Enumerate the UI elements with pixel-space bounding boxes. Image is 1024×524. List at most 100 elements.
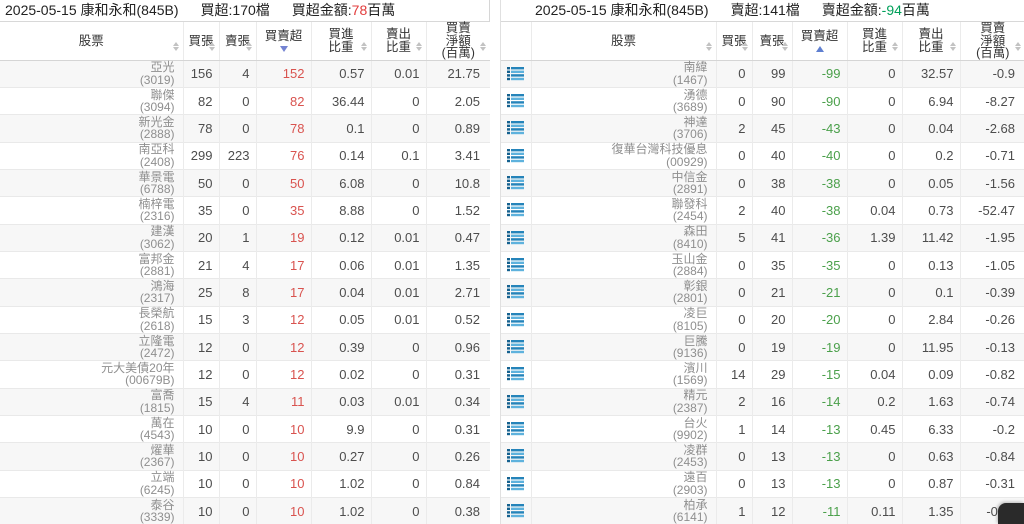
table-row[interactable]: 濱川 (1569) 14 29 -15 0.04 0.09 -0.82: [501, 360, 1024, 389]
column-header-net-amount[interactable]: 買賣 淨額 (百萬): [426, 22, 490, 61]
row-menu-icon[interactable]: [501, 86, 532, 115]
table-row[interactable]: 立隆電 (2472) 12 0 12 0.39 0 0.96: [0, 332, 490, 361]
sell-ratio-cell: 0: [371, 360, 427, 389]
row-menu-icon[interactable]: [501, 141, 532, 170]
table-row[interactable]: 中信金 (2891) 0 38 -38 0 0.05 -1.56: [501, 168, 1024, 197]
table-row[interactable]: 燿華 (2367) 10 0 10 0.27 0 0.26: [0, 442, 490, 471]
table-row[interactable]: 南亞科 (2408) 299 223 76 0.14 0.1 3.41: [0, 141, 490, 170]
floating-corner-button[interactable]: [998, 503, 1024, 524]
table-row[interactable]: 聯傑 (3094) 82 0 82 36.44 0 2.05: [0, 86, 490, 115]
sell-ratio-cell: 0.01: [371, 60, 427, 88]
row-menu-icon[interactable]: [501, 442, 532, 471]
sell-ratio-cell: 0.87: [902, 469, 961, 498]
net-cell: -13: [792, 442, 848, 471]
stock-cell: 長榮航 (2618): [0, 305, 184, 334]
list-icon: [507, 203, 524, 217]
table-row[interactable]: 南緯 (1467) 0 99 -99 0 32.57 -0.9: [501, 60, 1024, 88]
buy-lots-cell: 10: [183, 496, 220, 524]
column-header-sell-lots[interactable]: 賣張: [752, 22, 793, 61]
net-buy-panel: 2025-05-15 康和永和(845B) 買超:170檔 買超金額:78百萬 股票…: [0, 0, 490, 524]
row-menu-icon[interactable]: [501, 223, 532, 252]
table-row[interactable]: 復華台灣科技優息 (00929) 0 40 -40 0 0.2 -0.71: [501, 141, 1024, 170]
row-menu-icon[interactable]: [501, 60, 532, 88]
table-row[interactable]: 玉山金 (2884) 0 35 -35 0 0.13 -1.05: [501, 250, 1024, 279]
list-icon: [507, 230, 524, 244]
row-menu-icon[interactable]: [501, 469, 532, 498]
row-menu-icon[interactable]: [501, 496, 532, 524]
table-row[interactable]: 神達 (3706) 2 45 -43 0 0.04 -2.68: [501, 114, 1024, 143]
table-row[interactable]: 長榮航 (2618) 15 3 12 0.05 0.01 0.52: [0, 305, 490, 334]
table-row[interactable]: 萬在 (4543) 10 0 10 9.9 0 0.31: [0, 414, 490, 443]
column-header-net-lots[interactable]: 買賣超: [792, 22, 848, 61]
column-header-buy-ratio[interactable]: 買進 比重: [311, 22, 372, 61]
net-amount-cell: 0.34: [426, 387, 490, 416]
table-row[interactable]: 精元 (2387) 2 16 -14 0.2 1.63 -0.74: [501, 387, 1024, 416]
table-row[interactable]: 新光金 (2888) 78 0 78 0.1 0 0.89: [0, 114, 490, 143]
stock-cell: 燿華 (2367): [0, 442, 184, 471]
table-row[interactable]: 建漢 (3062) 20 1 19 0.12 0.01 0.47: [0, 223, 490, 252]
stock-cell: 彰銀 (2801): [531, 278, 717, 307]
column-header-sell-lots[interactable]: 賣張: [219, 22, 257, 61]
table-row[interactable]: 凌巨 (8105) 0 20 -20 0 2.84 -0.26: [501, 305, 1024, 334]
table-row[interactable]: 彰銀 (2801) 0 21 -21 0 0.1 -0.39: [501, 278, 1024, 307]
table-row[interactable]: 楠梓電 (2316) 35 0 35 8.88 0 1.52: [0, 196, 490, 225]
table-row[interactable]: 柏承(6141)112-110.111.35-0.11: [501, 496, 1024, 524]
net-amount-cell: 21.75: [447, 66, 480, 82]
sort-icon: [172, 41, 180, 51]
net-cell: 76: [256, 141, 312, 170]
column-header-sell-ratio[interactable]: 賣出 比重: [902, 22, 961, 61]
table-row[interactable]: 湧德 (3689) 0 90 -90 0 6.94 -8.27: [501, 86, 1024, 115]
net-buy-table: 股票 買張 賣張 買賣超 買進 比重 賣出 比重 買賣 淨額 (百萬) 亞光 (3…: [0, 22, 490, 524]
row-menu-icon[interactable]: [501, 387, 532, 416]
column-header-buy-ratio[interactable]: 買進 比重: [847, 22, 903, 61]
stock-name: 亞光: [150, 60, 175, 75]
table-row[interactable]: 凌群 (2453) 0 13 -13 0 0.63 -0.84: [501, 442, 1024, 471]
stock-cell: 南亞科 (2408): [0, 141, 184, 170]
column-header-sell-ratio[interactable]: 賣出 比重: [371, 22, 427, 61]
table-row[interactable]: 聯發科 (2454) 2 40 -38 0.04 0.73 -52.47: [501, 196, 1024, 225]
table-row[interactable]: 鴻海 (2317) 25 8 17 0.04 0.01 2.71: [0, 278, 490, 307]
row-menu-icon[interactable]: [501, 250, 532, 279]
sell-ratio-cell: 32.57: [902, 60, 961, 88]
table-row[interactable]: 立端 (6245) 10 0 10 1.02 0 0.84: [0, 469, 490, 498]
row-menu-icon[interactable]: [501, 332, 532, 361]
net-amount-cell: -1.05: [960, 250, 1024, 279]
table-row[interactable]: 元大美債20年 (00679B) 12 0 12 0.02 0 0.31: [0, 360, 490, 389]
row-menu-icon[interactable]: [501, 196, 532, 225]
column-header-stock[interactable]: 股票: [531, 22, 717, 61]
column-header-stock[interactable]: 股票: [0, 22, 184, 61]
net-amount-cell: -0.2: [960, 414, 1024, 443]
table-row[interactable]: 台火 (9902) 1 14 -13 0.45 6.33 -0.2: [501, 414, 1024, 443]
table-row[interactable]: 富邦金 (2881) 21 4 17 0.06 0.01 1.35: [0, 250, 490, 279]
sell-lots-cell: 4: [219, 250, 257, 279]
row-menu-icon[interactable]: [501, 114, 532, 143]
table-row[interactable]: 遠百 (2903) 0 13 -13 0 0.87 -0.31: [501, 469, 1024, 498]
net-amount-cell: 0.52: [426, 305, 490, 334]
row-menu-icon[interactable]: [501, 414, 532, 443]
table-row[interactable]: 華景電 (6788) 50 0 50 6.08 0 10.8: [0, 168, 490, 197]
row-menu-icon[interactable]: [501, 305, 532, 334]
row-menu-icon[interactable]: [501, 168, 532, 197]
table-row[interactable]: 泰谷 (3339) 10 0 10 1.02 0 0.38: [0, 496, 490, 524]
column-header-net-amount[interactable]: 買賣 淨額 (百萬): [960, 22, 1024, 61]
stock-code: (00929): [666, 154, 708, 169]
row-menu-icon[interactable]: [501, 278, 532, 307]
buy-ratio-cell: 0.02: [311, 360, 372, 389]
stock-code: (1467): [672, 72, 708, 87]
buy-lots-cell: 0: [716, 305, 753, 334]
row-menu-icon[interactable]: [501, 360, 532, 389]
net-cell: -11: [792, 496, 848, 524]
buy-ratio-cell: 0: [847, 86, 903, 115]
list-icon: [507, 66, 524, 80]
column-header-buy-lots[interactable]: 買張: [716, 22, 753, 61]
column-header-buy-lots[interactable]: 買張: [183, 22, 220, 61]
buy-lots-cell: 156: [183, 60, 220, 88]
table-row[interactable]: 亞光 (3019) 156 4 152 0.57 0.01 21.75: [0, 60, 490, 88]
table-row[interactable]: 富喬 (1815) 15 4 11 0.03 0.01 0.34: [0, 387, 490, 416]
column-header-net-lots[interactable]: 買賣超: [256, 22, 312, 61]
buy-ratio-cell: 0.11: [847, 496, 903, 524]
stock-cell: 立端 (6245): [0, 469, 184, 498]
table-row[interactable]: 森田 (8410) 5 41 -36 1.39 11.42 -1.95: [501, 223, 1024, 252]
table-row[interactable]: 巨騰 (9136) 0 19 -19 0 11.95 -0.13: [501, 332, 1024, 361]
sort-asc-icon: [815, 45, 824, 52]
